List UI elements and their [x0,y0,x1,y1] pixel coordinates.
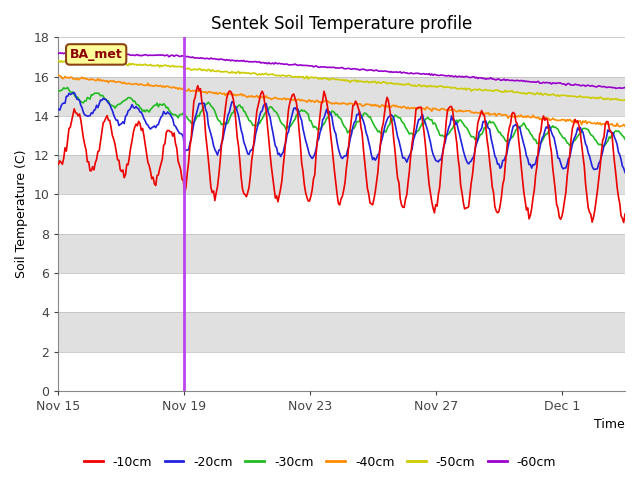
Bar [58,234,625,273]
Bar [58,37,625,77]
Bar [58,116,625,155]
X-axis label: Time: Time [595,419,625,432]
Title: Sentek Soil Temperature profile: Sentek Soil Temperature profile [211,15,472,33]
Bar [58,77,625,116]
Bar [58,351,625,391]
Text: BA_met: BA_met [70,48,122,61]
Bar [58,273,625,312]
Legend: -10cm, -20cm, -30cm, -40cm, -50cm, -60cm: -10cm, -20cm, -30cm, -40cm, -50cm, -60cm [79,451,561,474]
Y-axis label: Soil Temperature (C): Soil Temperature (C) [15,150,28,278]
Bar [58,312,625,351]
Bar [58,155,625,194]
Bar [58,194,625,234]
